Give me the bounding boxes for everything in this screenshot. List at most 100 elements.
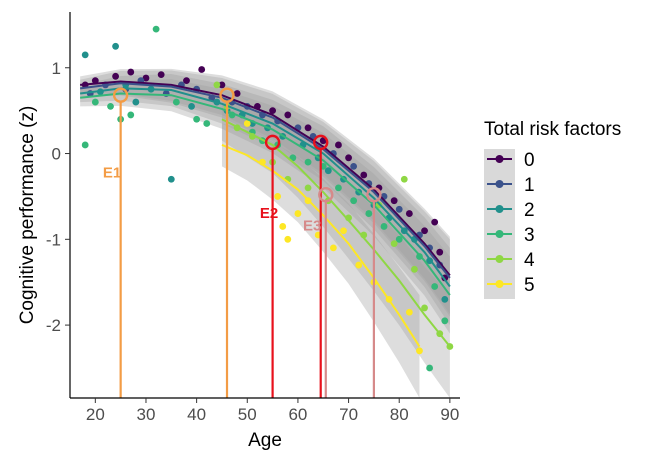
data-point bbox=[198, 66, 206, 73]
data-point bbox=[193, 115, 201, 123]
trend-lines bbox=[80, 80, 451, 348]
confidence-band bbox=[221, 97, 450, 399]
annotation-marker bbox=[264, 134, 281, 151]
legend-label: 1 bbox=[524, 175, 535, 196]
data-point bbox=[107, 102, 114, 110]
legend-key-point bbox=[495, 180, 504, 188]
data-point bbox=[350, 163, 358, 170]
legend-key-point bbox=[495, 205, 504, 213]
data-point bbox=[395, 205, 403, 213]
data-point bbox=[127, 68, 135, 76]
data-point bbox=[436, 248, 444, 256]
annotation-marker bbox=[313, 134, 329, 151]
data-point bbox=[324, 167, 332, 175]
x-tick-label: 50 bbox=[238, 405, 257, 424]
data-point bbox=[390, 240, 398, 248]
annotation-marker bbox=[112, 87, 129, 103]
x-tick-label: 90 bbox=[440, 405, 459, 424]
x-axis-title: Age bbox=[248, 430, 282, 451]
data-point bbox=[132, 98, 140, 106]
data-point bbox=[421, 304, 428, 312]
data-point bbox=[183, 77, 190, 85]
data-point bbox=[441, 317, 449, 325]
x-tick-label: 30 bbox=[137, 405, 156, 424]
annotations: E1 E2 E3 bbox=[103, 87, 382, 398]
data-point bbox=[188, 102, 195, 110]
x-tick-label: 70 bbox=[339, 405, 358, 424]
y-tick-label: -2 bbox=[46, 316, 61, 335]
data-point bbox=[390, 197, 398, 205]
data-point bbox=[365, 210, 373, 217]
data-point bbox=[294, 210, 302, 217]
legend-key-point bbox=[495, 255, 504, 263]
trend-line bbox=[80, 82, 451, 279]
data-point bbox=[233, 90, 241, 97]
data-point bbox=[284, 111, 292, 119]
data-point bbox=[91, 77, 99, 85]
axes: 20 30 40 50 60 70 80 90 1 0 -1 -2 bbox=[46, 12, 460, 424]
legend: 0 1 2 3 4 5 bbox=[484, 149, 535, 299]
legend-label: 2 bbox=[524, 200, 535, 221]
y-axis-title: Cognitive performance (z) bbox=[17, 106, 38, 325]
data-point bbox=[355, 261, 363, 269]
trend-line bbox=[221, 144, 421, 348]
y-tick-label: 0 bbox=[52, 145, 61, 164]
x-tick-label: 40 bbox=[187, 405, 206, 424]
confidence-bands bbox=[80, 68, 450, 399]
y-tick-label: -1 bbox=[46, 230, 61, 249]
data-point bbox=[127, 111, 135, 119]
data-point bbox=[91, 98, 99, 106]
data-point bbox=[431, 283, 439, 290]
legend-label: 0 bbox=[524, 150, 535, 171]
annotation-marker bbox=[219, 87, 235, 103]
data-point bbox=[279, 223, 287, 230]
data-point bbox=[411, 265, 418, 273]
legend-label: 3 bbox=[524, 225, 535, 246]
data-point bbox=[112, 72, 119, 80]
data-point bbox=[405, 308, 413, 316]
data-point bbox=[274, 193, 282, 200]
data-point bbox=[203, 120, 211, 127]
data-point bbox=[142, 74, 150, 82]
legend-key-point bbox=[495, 230, 504, 238]
data-point bbox=[350, 197, 358, 205]
data-point bbox=[360, 171, 368, 179]
data-point bbox=[213, 81, 221, 89]
legend-label: 4 bbox=[524, 250, 535, 271]
trend-line bbox=[221, 118, 451, 348]
legend-key-point bbox=[495, 280, 504, 288]
data-point bbox=[112, 42, 119, 50]
data-point bbox=[416, 347, 423, 355]
y-tick-label: 1 bbox=[52, 59, 61, 78]
data-point bbox=[345, 154, 352, 162]
data-point bbox=[431, 218, 439, 226]
data-point bbox=[395, 235, 403, 243]
data-point bbox=[81, 141, 89, 149]
data-point bbox=[243, 120, 251, 127]
data-point bbox=[304, 184, 312, 192]
legend-label: 5 bbox=[524, 275, 535, 296]
annotation-label: E2 bbox=[260, 205, 278, 222]
data-point bbox=[167, 175, 175, 183]
data-point bbox=[218, 81, 226, 89]
annotation-label: E3 bbox=[303, 218, 321, 235]
annotation-marker bbox=[318, 187, 334, 203]
annotation-marker bbox=[366, 187, 382, 203]
data-point bbox=[172, 98, 180, 106]
confidence-band bbox=[221, 123, 420, 398]
legend-key-background bbox=[484, 149, 515, 299]
data-point bbox=[441, 295, 449, 303]
data-point bbox=[304, 124, 312, 132]
data-point bbox=[335, 184, 342, 192]
x-tick-label: 20 bbox=[86, 405, 105, 424]
data-point bbox=[329, 244, 337, 252]
trend-line bbox=[80, 87, 451, 288]
trend-line bbox=[80, 92, 451, 296]
data-point bbox=[152, 25, 160, 33]
data-point bbox=[426, 364, 434, 372]
legend-key-point bbox=[495, 155, 504, 163]
data-point bbox=[380, 223, 388, 230]
data-point bbox=[400, 175, 408, 183]
data-point bbox=[340, 227, 347, 235]
